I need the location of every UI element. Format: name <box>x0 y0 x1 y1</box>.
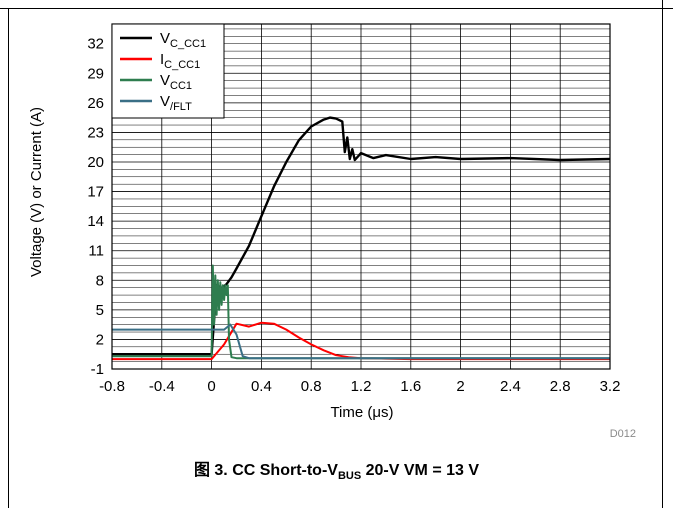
y-tick-label: 5 <box>96 302 104 319</box>
x-axis-label: Time (μs) <box>330 404 393 421</box>
figure-caption: 图 3. CC Short-to-VBUS 20-V VM = 13 V <box>0 456 673 482</box>
x-tick-labels: -0.8 -0.4 0 0.4 0.8 1.2 1.6 2 2.4 2.8 3.2 <box>99 378 620 395</box>
caption-prefix: 图 3. CC Short-to-V <box>193 462 338 479</box>
plot-frame <box>111 23 611 370</box>
x-tick-label: 1.6 <box>400 378 421 395</box>
y-tick-label: 11 <box>88 243 104 260</box>
y-tick-label: 8 <box>96 272 104 289</box>
x-tick-label: 2.8 <box>550 378 571 395</box>
y-tick-labels: -1 2 5 8 11 14 17 20 23 26 29 32 <box>87 36 104 378</box>
x-axis-label-text: Time ( <box>330 404 372 421</box>
legend-label: IC_CC1 <box>160 51 200 71</box>
x-tick-label: -0.4 <box>149 378 175 395</box>
x-tick-label: 1.2 <box>351 378 372 395</box>
series-line-v-flt <box>112 323 610 360</box>
y-tick-label: -1 <box>91 361 104 378</box>
y-tick-label: 17 <box>87 184 104 201</box>
x-tick-label: -0.8 <box>99 378 125 395</box>
figure-id-annotation: D012 <box>610 428 636 440</box>
x-tick-label: 0 <box>207 378 215 395</box>
frame-right-border <box>662 0 663 508</box>
x-axis-label-unit: μs <box>372 404 388 421</box>
legend-label: VC_CC1 <box>160 30 206 50</box>
x-tick-label: 2.4 <box>500 378 521 395</box>
x-axis-label-close: ) <box>389 404 394 421</box>
y-tick-label: 23 <box>87 124 104 141</box>
y-tick-label: 32 <box>87 36 104 53</box>
series-line-v-c-cc1 <box>112 116 611 356</box>
y-tick-label: 20 <box>87 154 104 171</box>
x-tick-label: 3.2 <box>600 378 621 395</box>
y-axis-label: Voltage (V) or Current (A) <box>28 107 45 277</box>
chart-series-layer <box>112 116 611 361</box>
x-tick-label: 0.4 <box>251 378 272 395</box>
frame-left-border <box>8 8 9 508</box>
y-tick-label: 29 <box>87 65 104 82</box>
caption-subscript: BUS <box>337 470 362 483</box>
legend-label: VCC1 <box>160 72 192 92</box>
y-tick-label: 26 <box>87 95 104 112</box>
legend-label: V/FLT <box>160 93 192 113</box>
x-tick-label: 0.8 <box>301 378 322 395</box>
chart-axes <box>111 23 611 370</box>
y-tick-label: 14 <box>87 213 104 230</box>
caption-suffix: 20-V VM = 13 V <box>361 462 480 479</box>
y-tick-label: 2 <box>96 331 104 348</box>
chart: -0.8 -0.4 0 0.4 0.8 1.2 1.6 2 2.4 2.8 3.2 -1 2 5 8 11 1… <box>28 23 636 440</box>
frame-top-border <box>0 8 673 9</box>
x-tick-label: 2 <box>456 378 464 395</box>
legend-box <box>111 23 225 119</box>
